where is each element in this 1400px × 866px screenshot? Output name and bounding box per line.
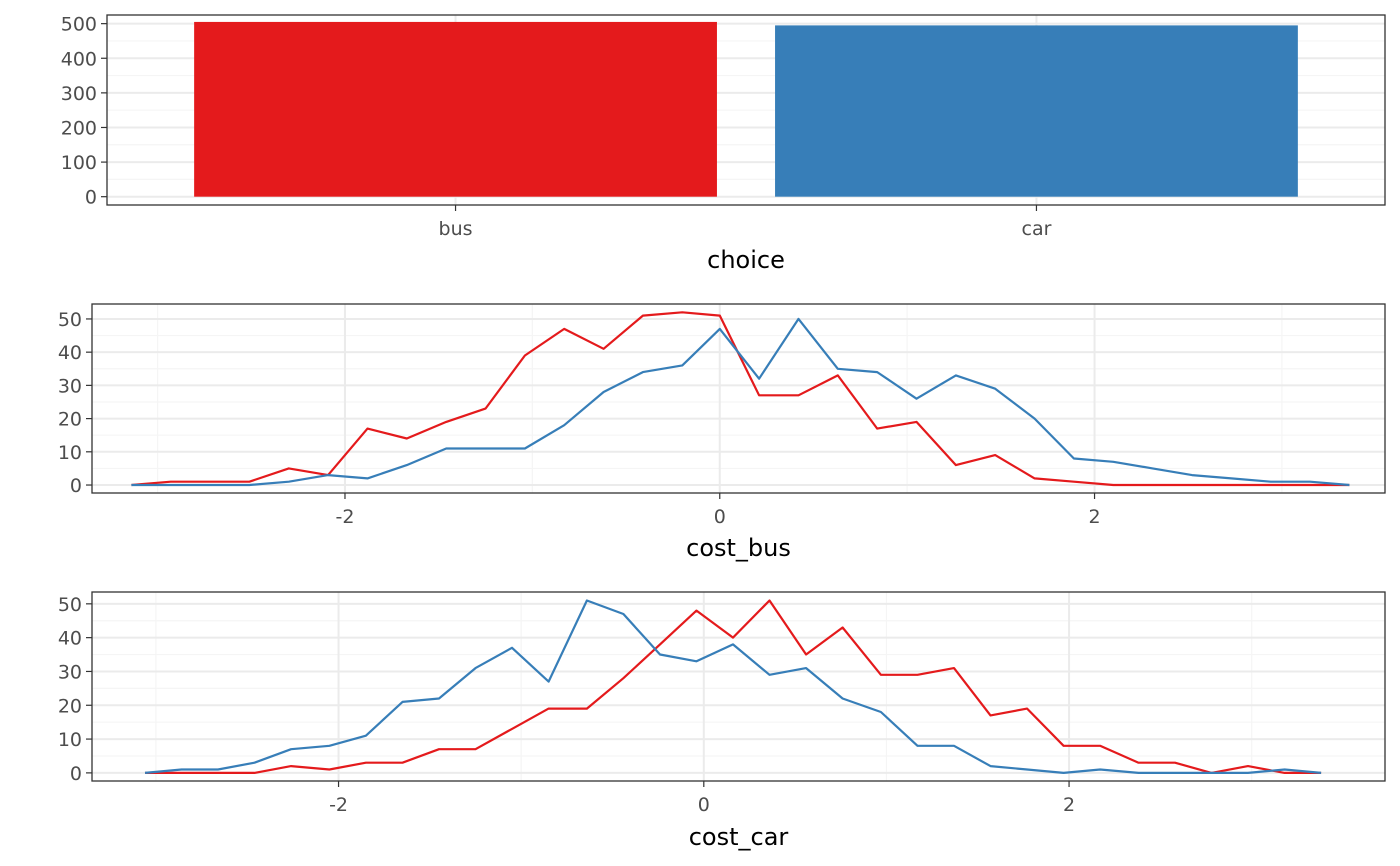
y-tick-label: 20 [58,409,82,431]
cost-car-line-panel: 0 10 20 30 40 50 -2 0 2 cost_car [58,591,1386,851]
y-tick-label: 30 [58,661,82,683]
series-line-bus [145,599,1322,775]
panel-border [91,303,1386,494]
y-tick-label: 50 [58,594,82,616]
y-tick-label: 50 [58,309,82,331]
y-tick-label: 10 [58,442,82,464]
x-tick-label: -2 [329,794,348,816]
y-tick-label: 0 [70,475,82,497]
series-line-car [131,317,1350,487]
panel-border [106,14,1386,206]
y-tick-label: 40 [58,342,82,364]
y-tick-label: 300 [61,83,97,105]
series-line-bus [131,311,1350,487]
bar-bus [194,21,717,197]
x-axis-title: cost_bus [686,534,791,562]
y-tick-label: 20 [58,695,82,717]
x-tick-label: 2 [1088,506,1100,528]
y-tick-label: 30 [58,375,82,397]
x-tick-label: 0 [698,794,710,816]
y-tick-label: 40 [58,628,82,650]
bar-car [775,25,1298,197]
y-tick-label: 10 [58,729,82,751]
x-tick-label: bus [439,218,473,240]
x-tick-label: 0 [714,506,726,528]
y-tick-label: 200 [61,117,97,139]
x-tick-label: -2 [336,506,355,528]
x-tick-label: car [1022,218,1052,240]
cost-bus-line-panel: 0 10 20 30 40 50 -2 0 2 cost_bus [58,303,1386,562]
x-axis-title: cost_car [689,823,789,851]
y-tick-label: 400 [61,48,97,70]
y-tick-label: 0 [85,187,97,209]
panel-border [91,591,1386,782]
x-axis-title: choice [707,246,785,274]
y-tick-label: 100 [61,152,97,174]
y-tick-label: 500 [61,14,97,36]
choice-bar-panel: 0 100 200 300 400 500 bus car choice [61,14,1386,274]
x-tick-label: 2 [1063,794,1075,816]
y-tick-label: 0 [70,763,82,785]
series-line-car [144,599,1322,775]
